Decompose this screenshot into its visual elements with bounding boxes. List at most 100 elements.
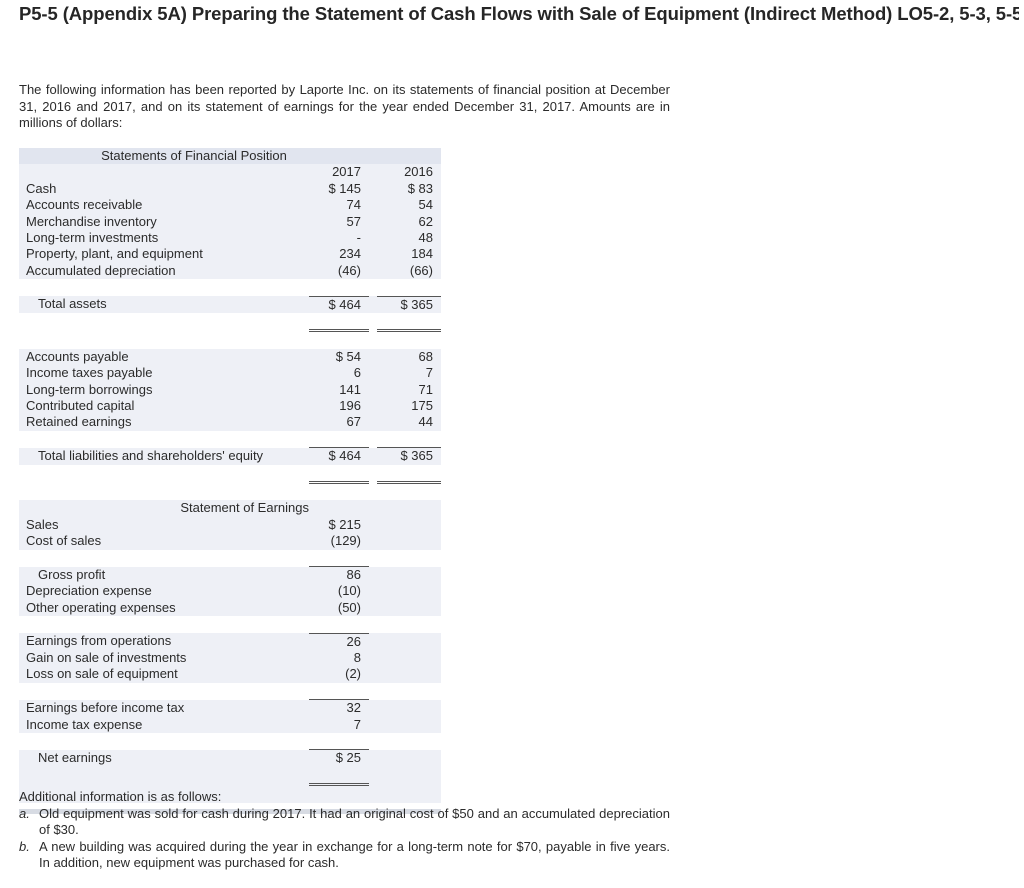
table-row: Depreciation expense (10) <box>19 583 441 600</box>
year-2017-header: 2017 <box>309 164 369 181</box>
row-label: Earnings before income tax <box>19 699 309 717</box>
row-label: Depreciation expense <box>19 583 309 600</box>
value-2016: $ 365 <box>377 447 441 465</box>
row-label: Accounts receivable <box>19 197 309 214</box>
table-row: Earnings from operations 26 <box>19 633 441 651</box>
value-2017: 196 <box>309 398 369 415</box>
row-label: Net earnings <box>19 749 309 767</box>
value-2017: (2) <box>309 666 369 683</box>
spacer-row <box>19 483 441 501</box>
value-2016: $ 83 <box>377 180 441 198</box>
table-row: Income tax expense 7 <box>19 716 441 734</box>
value-2017: 6 <box>309 365 369 382</box>
table-row: Long-term investments - 48 <box>19 230 441 247</box>
table-row: Earnings before income tax 32 <box>19 699 441 717</box>
value-2017: 67 <box>309 414 369 431</box>
soe-title: Statement of Earnings <box>19 500 309 517</box>
value-2017: 57 <box>309 213 369 231</box>
row-label: Sales <box>19 516 309 534</box>
sfp-title: Statements of Financial Position <box>19 148 369 165</box>
value-2017: $ 25 <box>309 749 369 767</box>
row-label: Long-term borrowings <box>19 381 309 399</box>
total-liabilities-row: Total liabilities and shareholders' equi… <box>19 447 441 465</box>
value-2016: 54 <box>377 197 441 214</box>
value-2016: $ 365 <box>377 296 441 314</box>
spacer-row <box>19 766 441 787</box>
table-row: Long-term borrowings 141 71 <box>19 381 441 399</box>
value-2016: 184 <box>377 246 441 263</box>
problem-heading: P5-5 (Appendix 5A) Preparing the Stateme… <box>19 3 1019 24</box>
table-row: Retained earnings 67 44 <box>19 414 441 431</box>
soe-title-row: Statement of Earnings <box>19 500 441 517</box>
spacer-row <box>19 549 441 568</box>
value-2017: (10) <box>309 583 369 600</box>
table-row: Cash $ 145 $ 83 <box>19 180 441 198</box>
table-row: Gain on sale of investments 8 <box>19 650 441 667</box>
spacer-row <box>19 331 441 349</box>
row-label: Cash <box>19 180 309 198</box>
value-2016: 48 <box>377 230 441 247</box>
spacer-row <box>19 464 441 485</box>
row-label: Accounts payable <box>19 348 309 366</box>
row-label: Merchandise inventory <box>19 213 309 231</box>
table-row: Property, plant, and equipment 234 184 <box>19 246 441 263</box>
additional-information: Additional information is as follows: a.… <box>19 789 670 872</box>
value-2017: 234 <box>309 246 369 263</box>
total-assets-row: Total assets $ 464 $ 365 <box>19 296 441 314</box>
list-item: b. A new building was acquired during th… <box>19 839 670 872</box>
value-2017: (46) <box>309 262 369 280</box>
row-label: Retained earnings <box>19 414 309 431</box>
table-row: Accumulated depreciation (46) (66) <box>19 262 441 280</box>
value-2017: $ 464 <box>309 296 369 314</box>
item-text: A new building was acquired during the y… <box>39 838 670 871</box>
table-row: Accounts receivable 74 54 <box>19 197 441 214</box>
value-2017: 8 <box>309 650 369 667</box>
additional-heading: Additional information is as follows: <box>19 789 222 804</box>
spacer-row <box>19 784 441 803</box>
row-label: Earnings from operations <box>19 633 309 651</box>
value-2017: 26 <box>309 633 369 651</box>
spacer-row <box>19 279 441 297</box>
row-label: Contributed capital <box>19 398 309 415</box>
row-label: Other operating expenses <box>19 599 309 617</box>
value-2017: 32 <box>309 699 369 717</box>
row-label: Gain on sale of investments <box>19 650 309 667</box>
row-label: Loss on sale of equipment <box>19 666 309 683</box>
spacer-row <box>19 616 441 634</box>
sfp-title-row: Statements of Financial Position <box>19 148 441 165</box>
spacer-row <box>19 430 441 449</box>
row-label: Gross profit <box>19 566 309 584</box>
value-2017: 86 <box>309 566 369 584</box>
value-2016: 62 <box>377 213 441 231</box>
value-2017: (50) <box>309 599 369 617</box>
table-row: Cost of sales (129) <box>19 533 441 550</box>
row-label: Long-term investments <box>19 230 309 247</box>
year-2016-header: 2016 <box>377 164 441 181</box>
table-row: Income taxes payable 6 7 <box>19 365 441 382</box>
value-2017: $ 464 <box>309 447 369 465</box>
value-2017: $ 54 <box>309 348 369 366</box>
value-2017: (129) <box>309 533 369 550</box>
value-2016: 175 <box>377 398 441 415</box>
table-row: Other operating expenses (50) <box>19 599 441 617</box>
table-row: Gross profit 86 <box>19 566 441 584</box>
value-2017: $ 145 <box>309 180 369 198</box>
financial-statements: Statements of Financial Position 2017 20… <box>19 148 441 814</box>
net-earnings-row: Net earnings $ 25 <box>19 749 441 767</box>
table-row: Sales $ 215 <box>19 516 441 534</box>
table-row: Accounts payable $ 54 68 <box>19 348 441 366</box>
intro-paragraph: The following information has been repor… <box>19 82 670 130</box>
spacer-row <box>19 682 441 701</box>
value-2017: $ 215 <box>309 516 369 534</box>
row-label: Accumulated depreciation <box>19 262 309 280</box>
sfp-year-row: 2017 2016 <box>19 164 441 181</box>
table-row: Loss on sale of equipment (2) <box>19 666 441 683</box>
financial-table: Statements of Financial Position 2017 20… <box>19 148 441 803</box>
value-2017: 74 <box>309 197 369 214</box>
value-2016: (66) <box>377 262 441 280</box>
value-2016: 68 <box>377 348 441 366</box>
value-2017: 7 <box>309 716 369 734</box>
row-label: Cost of sales <box>19 533 309 550</box>
item-marker: b. <box>19 838 30 854</box>
value-2017: 141 <box>309 381 369 399</box>
